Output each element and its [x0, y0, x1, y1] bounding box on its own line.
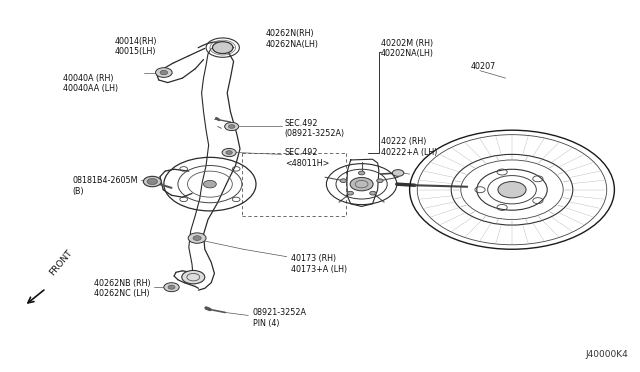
- Circle shape: [188, 233, 206, 243]
- Text: 08181B4-2605M
(B): 08181B4-2605M (B): [72, 176, 138, 196]
- Circle shape: [347, 191, 353, 195]
- Circle shape: [370, 191, 376, 195]
- Circle shape: [226, 151, 232, 154]
- Text: 40262N(RH)
40262NA(LH): 40262N(RH) 40262NA(LH): [266, 29, 319, 49]
- Circle shape: [147, 179, 157, 185]
- Circle shape: [358, 171, 365, 175]
- Circle shape: [222, 148, 236, 157]
- Text: 40014(RH)
40015(LH): 40014(RH) 40015(LH): [115, 37, 157, 56]
- Circle shape: [350, 177, 373, 191]
- Text: FRONT: FRONT: [47, 248, 74, 277]
- Circle shape: [143, 176, 161, 187]
- Text: 40040A (RH)
40040AA (LH): 40040A (RH) 40040AA (LH): [63, 74, 118, 93]
- Text: 40202M (RH)
40202NA(LH): 40202M (RH) 40202NA(LH): [381, 39, 434, 58]
- Circle shape: [212, 42, 233, 54]
- Circle shape: [225, 122, 239, 131]
- Circle shape: [193, 236, 201, 240]
- Circle shape: [168, 285, 175, 289]
- Circle shape: [160, 70, 168, 75]
- Text: 40262NB (RH)
40262NC (LH): 40262NB (RH) 40262NC (LH): [94, 279, 150, 298]
- Circle shape: [392, 170, 404, 176]
- Text: 40222 (RH)
40222+A (LH): 40222 (RH) 40222+A (LH): [381, 137, 437, 157]
- Circle shape: [228, 125, 235, 128]
- Circle shape: [204, 180, 216, 188]
- Text: J40000K4: J40000K4: [586, 350, 628, 359]
- Circle shape: [340, 179, 346, 183]
- Circle shape: [498, 182, 526, 198]
- Circle shape: [156, 68, 172, 77]
- Text: 40207: 40207: [470, 62, 495, 71]
- Text: 40173 (RH)
40173+A (LH): 40173 (RH) 40173+A (LH): [291, 254, 348, 274]
- Text: SEC.492
(08921-3252A): SEC.492 (08921-3252A): [285, 119, 345, 138]
- Text: SEC.492
<48011H>: SEC.492 <48011H>: [285, 148, 329, 168]
- Circle shape: [377, 179, 383, 183]
- Circle shape: [182, 270, 205, 284]
- Circle shape: [164, 283, 179, 292]
- Text: 08921-3252A
PIN (4): 08921-3252A PIN (4): [253, 308, 307, 328]
